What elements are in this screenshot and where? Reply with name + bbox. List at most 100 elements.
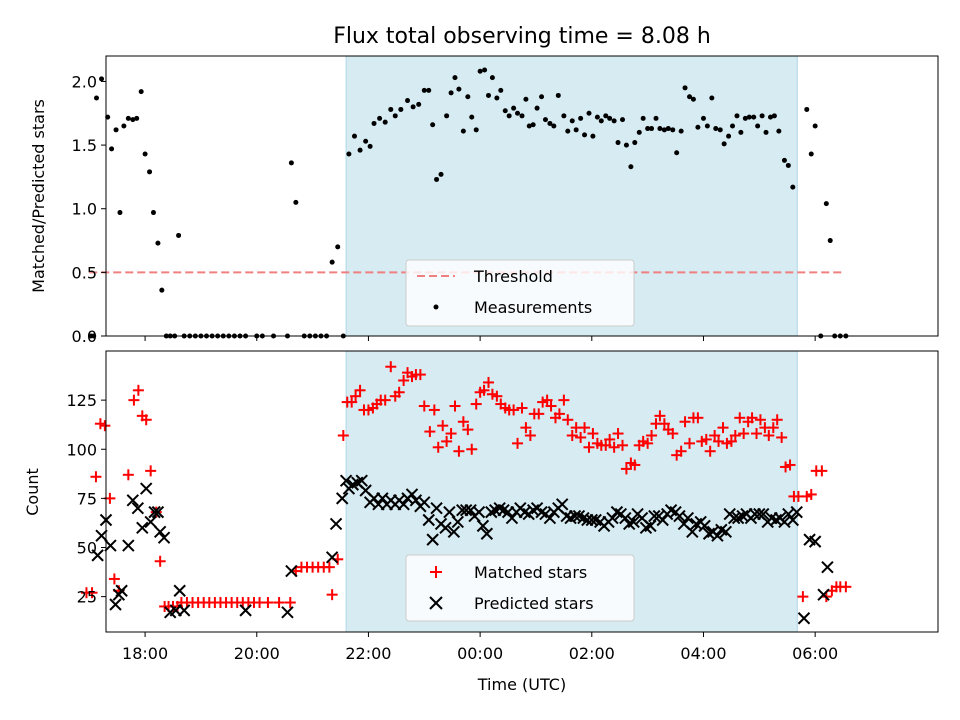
matched-star-point	[816, 465, 828, 477]
measurement-point	[636, 129, 642, 135]
measurement-point	[477, 68, 483, 74]
matched-star-point	[323, 561, 335, 573]
measurement-point	[329, 259, 335, 265]
measurement-point	[620, 117, 626, 123]
matched-star-point	[700, 433, 712, 445]
legend-predicted-label: Predicted stars	[474, 594, 594, 613]
measurement-point	[465, 94, 471, 100]
predicted-star-point	[91, 549, 104, 562]
measurement-point	[288, 160, 294, 166]
matched-star-point	[558, 394, 570, 406]
predicted-star-point	[443, 505, 456, 519]
predicted-star-point	[148, 505, 161, 519]
predicted-star-point	[719, 525, 733, 538]
measurement-point	[91, 333, 97, 339]
measurement-point	[551, 123, 557, 129]
measurement-point	[99, 76, 105, 82]
matched-star-point	[679, 416, 691, 428]
matched-star-point	[150, 506, 162, 518]
predicted-star-point	[686, 525, 699, 538]
matched-star-point	[462, 424, 474, 436]
top-plot-frame	[105, 55, 939, 337]
measurement-point	[827, 238, 833, 244]
predicted-star-point	[136, 521, 149, 535]
measurement-point	[526, 123, 532, 129]
predicted-star-point	[808, 535, 822, 548]
matched-star-point	[516, 402, 528, 414]
matched-star-point	[717, 422, 729, 434]
measurement-point	[134, 115, 140, 121]
legend-matched-marker	[430, 566, 442, 578]
measurement-point	[628, 164, 634, 170]
top-ytick-label: 0.0	[72, 327, 97, 346]
predicted-star-point	[451, 515, 464, 529]
matched-star-point	[132, 384, 144, 396]
measurement-point	[615, 140, 621, 146]
top-y-axis-label: Matched/Predicted stars	[29, 99, 48, 293]
measurement-point	[150, 210, 156, 216]
matched-star-point	[734, 412, 746, 424]
predicted-star-point	[397, 498, 410, 511]
measurement-point	[695, 124, 701, 130]
measurement-point	[176, 232, 182, 238]
matched-star-point	[763, 429, 775, 441]
matched-star-point	[337, 429, 349, 441]
predicted-star-point	[95, 529, 108, 542]
measurement-point	[367, 143, 373, 149]
matched-star-point	[262, 597, 274, 609]
measurement-point	[709, 95, 715, 101]
measurement-point	[293, 199, 299, 205]
matched-star-point	[579, 422, 591, 434]
matched-star-point	[587, 428, 599, 440]
measurement-point	[776, 128, 782, 134]
measurement-point	[687, 94, 693, 100]
matched-star-point	[108, 573, 120, 585]
matched-star-point	[620, 463, 632, 475]
measurement-point	[674, 150, 680, 156]
measurement-point	[534, 105, 540, 111]
measurement-point	[502, 108, 508, 114]
predicted-star-point	[485, 505, 498, 519]
measurement-point	[113, 127, 119, 133]
matched-star-point	[478, 384, 490, 396]
measurement-point	[489, 75, 495, 81]
legend-matched-label: Matched stars	[474, 563, 587, 582]
measurement-point	[738, 129, 744, 135]
predicted-star-point	[493, 501, 506, 515]
measurement-point	[121, 123, 127, 129]
matched-star-point	[797, 591, 809, 603]
measurement-point	[653, 115, 659, 121]
matched-star-point	[424, 426, 436, 438]
bottom-ytick-label: 100	[66, 440, 97, 459]
measurement-point	[670, 127, 676, 133]
matched-star-point	[583, 441, 595, 453]
measurement-point	[473, 127, 479, 133]
measurement-point	[555, 92, 561, 98]
matched-star-point	[646, 429, 658, 441]
matched-star-point	[393, 386, 405, 398]
measurement-point	[426, 87, 432, 93]
predicted-star-point	[797, 612, 811, 625]
matched-star-point	[617, 439, 629, 451]
matched-star-point	[379, 394, 391, 406]
measurement-point	[159, 287, 165, 293]
top-panel: 0.0 0.5 1.0 1.5 2.0 Flux total observing tim…	[29, 24, 939, 346]
bottom-ytick-label: 50	[77, 539, 97, 558]
predicted-star-point	[157, 531, 171, 544]
matched-star-point	[491, 390, 503, 402]
matched-star-point	[654, 410, 666, 422]
matched-star-point	[604, 433, 616, 445]
matched-star-point	[738, 428, 750, 440]
matched-star-point	[684, 437, 696, 449]
matched-star-point	[86, 587, 98, 599]
matched-star-point	[608, 441, 620, 453]
measurement-point	[371, 120, 377, 126]
measurement-point	[398, 106, 404, 112]
predicted-star-point	[757, 507, 770, 521]
matched-star-point	[754, 414, 766, 426]
predicted-star-point	[610, 505, 624, 519]
measurement-point	[746, 114, 752, 120]
matched-star-point	[414, 369, 426, 381]
xtick-label: 06:00	[792, 644, 838, 663]
predicted-star-point	[153, 525, 167, 538]
